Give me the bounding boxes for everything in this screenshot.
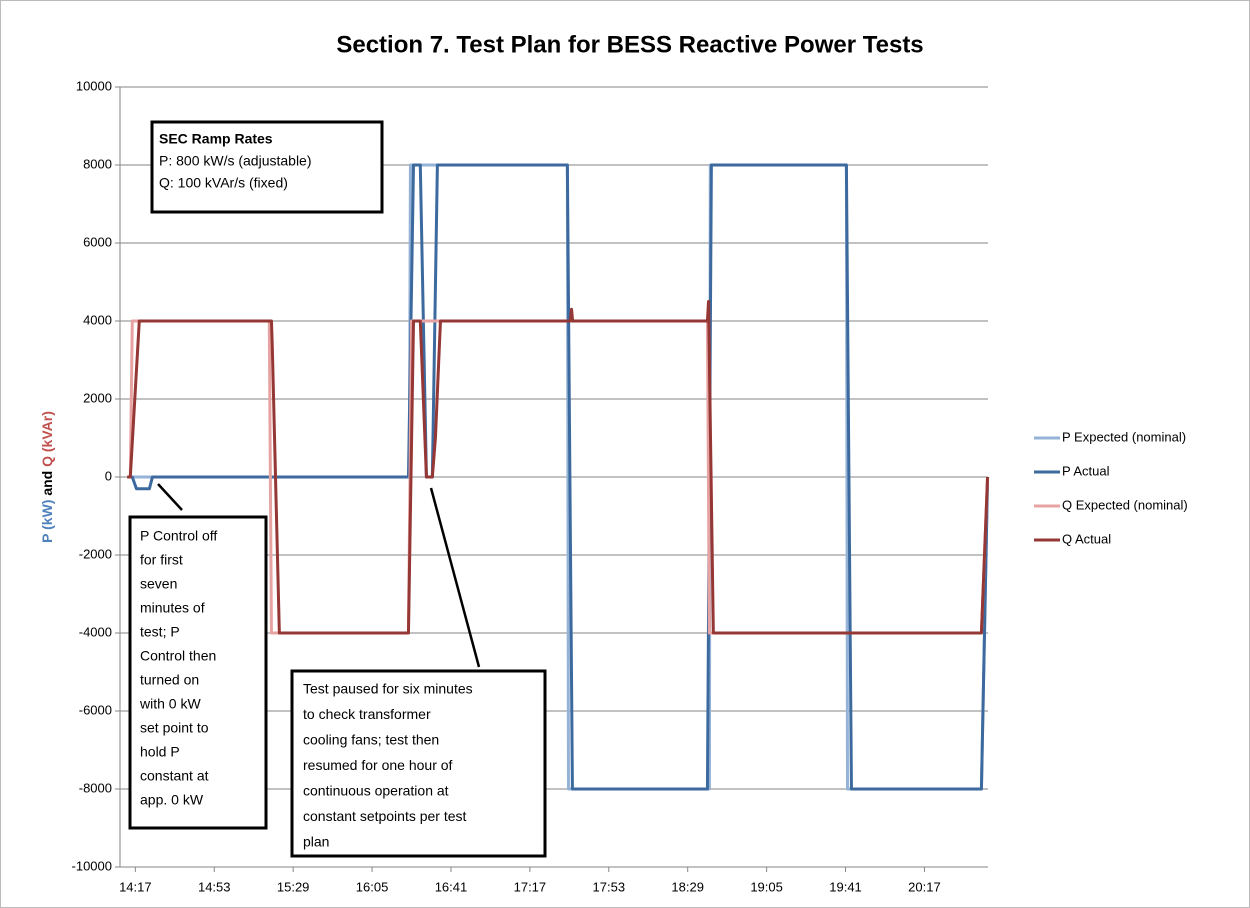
- annotation-line: cooling fans; test then: [303, 732, 439, 748]
- y-tick-label: -8000: [79, 780, 112, 795]
- x-tick-label: 20:17: [908, 879, 941, 894]
- x-tick-label: 15:29: [277, 879, 310, 894]
- annotation-line: with 0 kW: [139, 696, 201, 712]
- x-tick-label: 19:41: [829, 879, 862, 894]
- annotation-line: turned on: [140, 672, 199, 688]
- x-tick-label: 16:05: [356, 879, 389, 894]
- y-tick-label: 6000: [83, 234, 112, 249]
- series-line: [127, 300, 990, 635]
- annotation-line: set point to: [140, 720, 209, 736]
- x-tick-label: 14:53: [198, 879, 231, 894]
- x-tick-label: 17:53: [593, 879, 626, 894]
- annotation-line: test; P: [140, 624, 180, 640]
- annotation-line: Q: 100 kVAr/s (fixed): [159, 175, 288, 191]
- annotation-line: app. 0 kW: [140, 792, 204, 808]
- annotation-line: for first: [140, 552, 183, 568]
- annotation-line: P: 800 kW/s (adjustable): [159, 153, 312, 169]
- annotation-line: Control then: [140, 648, 216, 664]
- x-tick-label: 16:41: [435, 879, 468, 894]
- x-tick-label: 19:05: [750, 879, 783, 894]
- y-label-and: and: [39, 471, 55, 496]
- y-axis-label: P (kW) and Q (kVAr): [39, 411, 55, 543]
- callout-pointer: [157, 483, 183, 511]
- y-tick-label: 8000: [83, 156, 112, 171]
- y-tick-label: 0: [105, 468, 112, 483]
- annotation-box: [290, 669, 547, 858]
- annotation-line: constant setpoints per test: [303, 808, 467, 824]
- legend-label: Q Expected (nominal): [1062, 497, 1188, 512]
- annotation-line: minutes of: [140, 600, 205, 616]
- annotation-line: Test paused for six minutes: [303, 681, 473, 697]
- annotation-title: SEC Ramp Rates: [159, 131, 273, 147]
- legend-label: P Expected (nominal): [1062, 429, 1186, 444]
- y-label-p: P (kW): [39, 500, 55, 543]
- y-tick-label: -2000: [79, 546, 112, 561]
- callout-pointer: [429, 487, 481, 668]
- chart-title: Section 7. Test Plan for BESS Reactive P…: [336, 31, 923, 58]
- annotation-line: seven: [140, 576, 177, 592]
- y-tick-label: 10000: [76, 78, 112, 93]
- annotations: SEC Ramp Rates P: 800 kW/s (adjustable) Q:…: [128, 120, 547, 858]
- x-tick-label: 14:17: [119, 879, 152, 894]
- y-label-q: Q (kVAr): [39, 411, 55, 467]
- annotation-box: [128, 515, 268, 830]
- legend-label: Q Actual: [1062, 531, 1111, 546]
- annotation-line: continuous operation at: [303, 783, 449, 799]
- y-tick-label: -10000: [72, 858, 112, 873]
- y-tick-label: 2000: [83, 390, 112, 405]
- y-tick-label: 4000: [83, 312, 112, 327]
- annotation-line: plan: [303, 834, 329, 850]
- x-tick-label: 17:17: [514, 879, 547, 894]
- annotation-line: resumed for one hour of: [303, 757, 453, 773]
- annotation-box: [150, 120, 384, 214]
- annotation-line: constant at: [140, 768, 209, 784]
- y-tick-label: -6000: [79, 702, 112, 717]
- annotation-line: to check transformer: [303, 706, 431, 722]
- annotation-line: hold P: [140, 744, 180, 760]
- x-tick-label: 18:29: [671, 879, 704, 894]
- y-tick-label: -4000: [79, 624, 112, 639]
- annotation-line: P Control off: [140, 528, 217, 544]
- legend-label: P Actual: [1062, 463, 1110, 478]
